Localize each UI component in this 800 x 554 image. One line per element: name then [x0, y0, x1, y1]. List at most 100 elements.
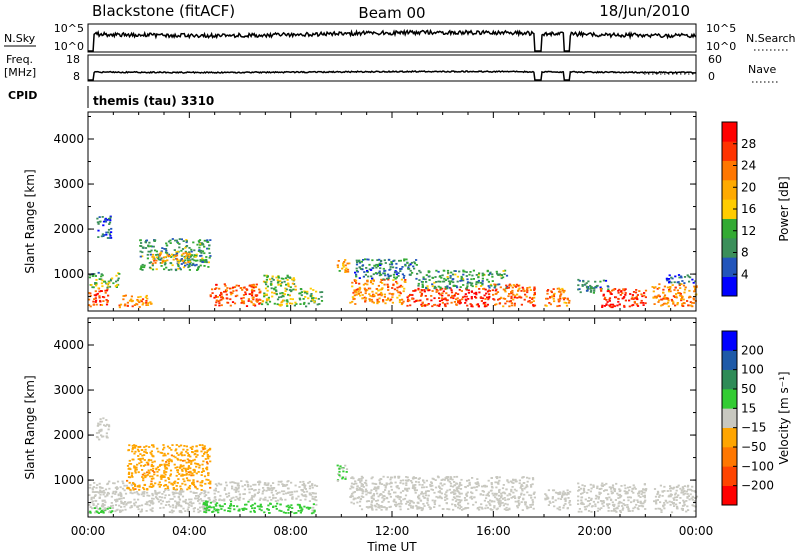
velocity-cell [622, 499, 626, 502]
velocity-cell [406, 487, 409, 490]
power-cell [379, 264, 382, 267]
power-cell [417, 288, 420, 291]
velocity-cell [214, 483, 217, 486]
velocity-cell [423, 496, 426, 499]
velocity-cell [160, 502, 163, 505]
power-cell [527, 300, 530, 303]
power-cell [206, 247, 209, 250]
velocity-cell [361, 476, 364, 479]
power-cell [371, 267, 374, 270]
velocity-cell [385, 496, 388, 499]
velocity-cell [158, 485, 161, 488]
power-cell [390, 261, 393, 263]
velocity-cell [156, 470, 159, 473]
velocity-cell [204, 458, 207, 460]
velocity-cell [529, 484, 533, 486]
velocity-cell [310, 512, 314, 515]
power-cell [383, 293, 386, 296]
power-cell [209, 239, 212, 241]
velocity-cell [150, 486, 153, 488]
velocity-cell [172, 455, 175, 458]
power-cell [433, 297, 436, 300]
velocity-cell [465, 495, 469, 497]
velocity-cell [657, 491, 660, 494]
velocity-cell [607, 493, 610, 496]
velocity-cell [370, 489, 373, 492]
velocity-cell [106, 507, 109, 510]
velocity-cell [445, 494, 448, 497]
velocity-cell [190, 498, 193, 501]
power-cell [402, 300, 405, 303]
power-cell [460, 290, 463, 292]
velocity-cell [251, 498, 254, 501]
velocity-cell [393, 498, 396, 501]
power-cell [568, 301, 571, 304]
power-cell [229, 298, 232, 301]
velocity-cell [681, 505, 685, 507]
power-cell [441, 297, 444, 300]
velocity-cell [144, 476, 147, 479]
velocity-cell [309, 506, 312, 509]
power-cell [108, 285, 112, 288]
velocity-cell [274, 489, 278, 492]
power-cell [355, 291, 358, 294]
velocity-cell [251, 507, 254, 510]
velocity-cell [248, 498, 251, 501]
power-cell [454, 292, 458, 295]
power-cell [638, 290, 641, 292]
power-cell [147, 245, 150, 248]
power-cell [94, 294, 97, 297]
velocity-cell [529, 504, 532, 506]
power-cell [223, 283, 226, 286]
power-cell [445, 292, 448, 295]
velocity-cell [291, 507, 294, 509]
velocity-cell [670, 501, 673, 503]
power-cell [462, 279, 465, 282]
power-cell [182, 266, 186, 269]
velocity-cell [276, 492, 280, 494]
velocity-cell [256, 492, 259, 494]
velocity-cell [282, 511, 285, 514]
velocity-cell [114, 493, 117, 495]
power-cell [276, 303, 279, 306]
velocity-cell [205, 509, 208, 511]
power-cell [495, 288, 498, 291]
velocity-cell [195, 456, 198, 458]
velocity-cell [126, 465, 130, 467]
velocity-cell [274, 497, 277, 499]
velocity-cell [107, 506, 110, 509]
power-cell [431, 290, 434, 292]
velocity-cell [195, 495, 198, 497]
velocity-cell [202, 506, 205, 509]
velocity-cell [179, 464, 182, 467]
power-cell [179, 268, 182, 271]
power-cell [433, 304, 436, 306]
velocity-cell [301, 494, 304, 497]
velocity-cell [495, 497, 498, 500]
velocity-cell [125, 502, 128, 505]
velocity-cell [495, 492, 498, 495]
velocity-cell [434, 486, 438, 489]
velocity-cell [151, 507, 154, 510]
power-cell [300, 294, 303, 297]
velocity-cell [468, 483, 471, 486]
velocity-cell [182, 448, 185, 451]
velocity-cell [105, 419, 108, 421]
velocity-cell [181, 470, 184, 472]
velocity-cell [367, 491, 370, 494]
velocity-cell [376, 499, 380, 502]
velocity-cell [604, 489, 607, 491]
velocity-cell [426, 502, 429, 504]
power-cell [247, 300, 250, 302]
velocity-cell [182, 500, 185, 503]
power-cell [683, 288, 687, 291]
velocity-cell [598, 491, 601, 494]
power-cell [363, 271, 366, 273]
power-cell [610, 306, 613, 309]
power-cell [306, 292, 309, 295]
velocity-cell [150, 501, 153, 504]
power-cell [693, 285, 696, 288]
power-cell [287, 293, 290, 296]
velocity-cell [301, 489, 304, 492]
power-cell [376, 263, 380, 266]
